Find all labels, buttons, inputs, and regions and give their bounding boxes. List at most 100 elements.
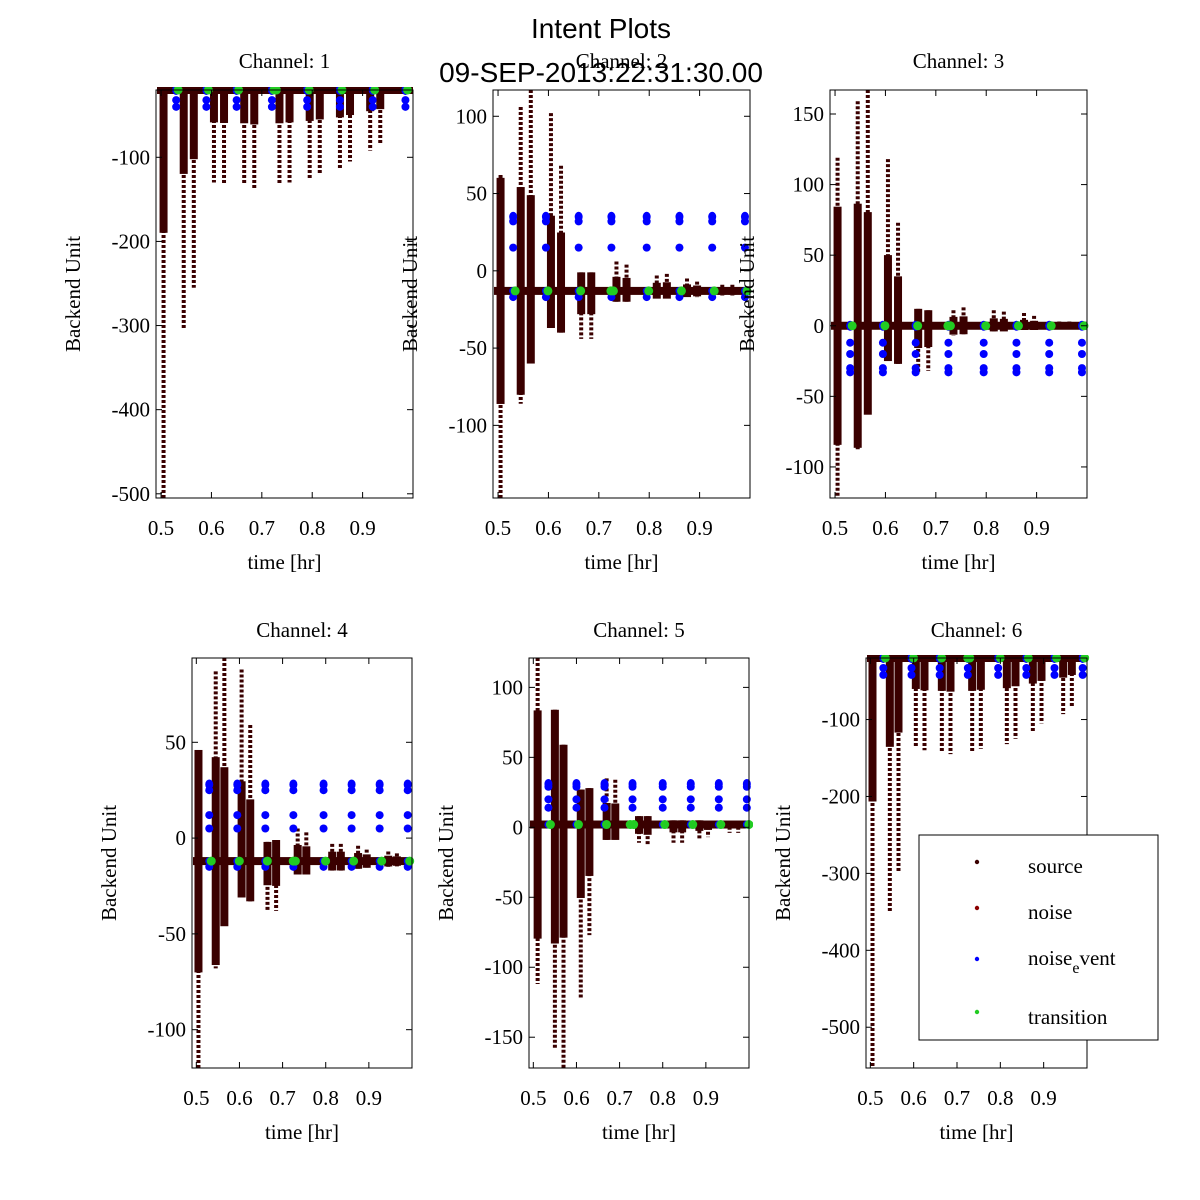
subplot-title: Channel: 3 bbox=[913, 49, 1005, 73]
x-tick-label: 0.7 bbox=[586, 516, 612, 540]
noise-event-point bbox=[907, 670, 916, 679]
y-tick-label: -300 bbox=[822, 861, 861, 885]
y-tick-label: -200 bbox=[822, 784, 861, 808]
noise-event-point bbox=[600, 782, 609, 791]
transition-point bbox=[576, 286, 586, 296]
noise-event-point bbox=[642, 217, 651, 226]
noise-event-point bbox=[1012, 350, 1021, 358]
noise-event-point bbox=[907, 664, 916, 672]
subplot-channel-6: Channel: 6 0.5 0.6 0.7 0.8 0.9 -100 -200 -300 -40… bbox=[771, 618, 1090, 1144]
source-scan-core bbox=[384, 855, 393, 867]
transition-point bbox=[709, 286, 719, 296]
transition-point bbox=[290, 856, 300, 866]
y-tick-label: -400 bbox=[822, 938, 861, 962]
y-tick-label: -150 bbox=[485, 1025, 524, 1049]
noise-event-point bbox=[319, 824, 328, 833]
figure-subtitle-timestamp: 09-SEP-2013:22:31:30.00 bbox=[439, 57, 763, 88]
x-tick-label: 0.6 bbox=[563, 1086, 589, 1110]
noise-event-point bbox=[994, 670, 1003, 679]
x-tick-label: 0.5 bbox=[822, 516, 848, 540]
x-axis-label: time [hr] bbox=[602, 1120, 676, 1144]
noise-event-point bbox=[944, 350, 953, 358]
noise-event-point bbox=[289, 811, 298, 820]
y-tick-label: -200 bbox=[112, 229, 151, 253]
noise-event-point bbox=[267, 102, 276, 111]
source-scan-core bbox=[883, 255, 892, 362]
y-tick-label: -100 bbox=[485, 955, 524, 979]
source-scan-core bbox=[1030, 320, 1039, 330]
noise-event-point bbox=[375, 811, 384, 820]
noise-event-point bbox=[1078, 664, 1087, 672]
transition-point bbox=[377, 856, 387, 866]
legend-label-transition: transition bbox=[1028, 1005, 1108, 1029]
noise-event-point bbox=[628, 795, 637, 804]
transition-point bbox=[644, 286, 654, 296]
x-tick-label: 0.9 bbox=[1023, 516, 1049, 540]
source-scan-core bbox=[885, 658, 894, 747]
transition-point bbox=[370, 87, 380, 95]
transition-point bbox=[660, 820, 670, 830]
y-tick-label: 50 bbox=[803, 243, 824, 267]
transition-point bbox=[349, 856, 359, 866]
transition-point bbox=[234, 87, 244, 95]
source-scan-core bbox=[999, 318, 1008, 332]
y-axis-label: Backend Unit bbox=[97, 805, 121, 921]
noise-event-point bbox=[544, 803, 553, 812]
noise-event-point bbox=[1077, 350, 1086, 358]
noise-event-point bbox=[607, 217, 616, 226]
noise-event-point bbox=[1012, 338, 1021, 347]
noise-event-point bbox=[544, 795, 553, 804]
transition-point bbox=[545, 820, 555, 830]
subplots: Channel: 1 0.5 0.6 0.7 0.8 0.9 -100 -200 -300 -40… bbox=[61, 49, 1090, 1144]
source-scan-core bbox=[376, 90, 385, 110]
transition-point bbox=[981, 321, 991, 331]
noise-event-point bbox=[1022, 670, 1031, 679]
legend-entry-noise-event: noiseevent bbox=[974, 946, 1116, 977]
y-tick-label: -50 bbox=[459, 336, 487, 360]
noise-event-point bbox=[675, 243, 684, 252]
noise-event-point bbox=[347, 811, 356, 820]
legend-entry-source: source bbox=[974, 854, 1083, 878]
y-tick-label: 100 bbox=[492, 675, 524, 699]
x-tick-label: 0.5 bbox=[520, 1086, 546, 1110]
noise-event-point bbox=[205, 786, 214, 795]
x-tick-label: 0.6 bbox=[198, 516, 224, 540]
x-tick-label: 0.6 bbox=[901, 1086, 927, 1110]
noise-event-point bbox=[202, 102, 211, 111]
noise-event-point bbox=[233, 786, 242, 795]
x-tick-label: 0.8 bbox=[650, 1086, 676, 1110]
y-tick-label: -500 bbox=[822, 1015, 861, 1039]
noise-event-point bbox=[347, 786, 356, 795]
x-tick-label: 0.9 bbox=[693, 1086, 719, 1110]
source-scan-core bbox=[989, 318, 998, 332]
noise-event-point bbox=[708, 243, 717, 252]
noise-event-point bbox=[600, 803, 609, 812]
noise-event-point bbox=[544, 782, 553, 791]
transition-point bbox=[304, 87, 314, 95]
noise-event-point bbox=[628, 782, 637, 791]
noise-event-point bbox=[1050, 664, 1059, 672]
noise-event-point bbox=[267, 96, 276, 105]
transition-point bbox=[945, 321, 955, 331]
noise-event-point bbox=[1012, 368, 1021, 377]
noise-event-point bbox=[368, 96, 377, 105]
noise-event-point bbox=[878, 368, 887, 377]
source-scan-core bbox=[546, 215, 555, 328]
y-axis-label: Backend Unit bbox=[735, 236, 759, 352]
noise-event-point bbox=[509, 243, 518, 252]
x-axis-label: time [hr] bbox=[584, 550, 658, 574]
x-tick-label: 0.9 bbox=[349, 516, 375, 540]
transition-point bbox=[937, 655, 947, 663]
transition-point bbox=[1023, 655, 1033, 663]
transition-point bbox=[880, 321, 890, 331]
noise-event-point bbox=[289, 824, 298, 833]
y-tick-label: 0 bbox=[176, 826, 187, 850]
transition-point bbox=[405, 856, 415, 866]
x-tick-label: 0.7 bbox=[606, 1086, 632, 1110]
source-scan-core bbox=[576, 789, 585, 898]
legend-box bbox=[918, 834, 1159, 1041]
data-marks bbox=[494, 90, 752, 498]
subplot-title: Channel: 5 bbox=[593, 618, 685, 642]
transition-point bbox=[271, 87, 281, 95]
noise-event-point bbox=[375, 786, 384, 795]
